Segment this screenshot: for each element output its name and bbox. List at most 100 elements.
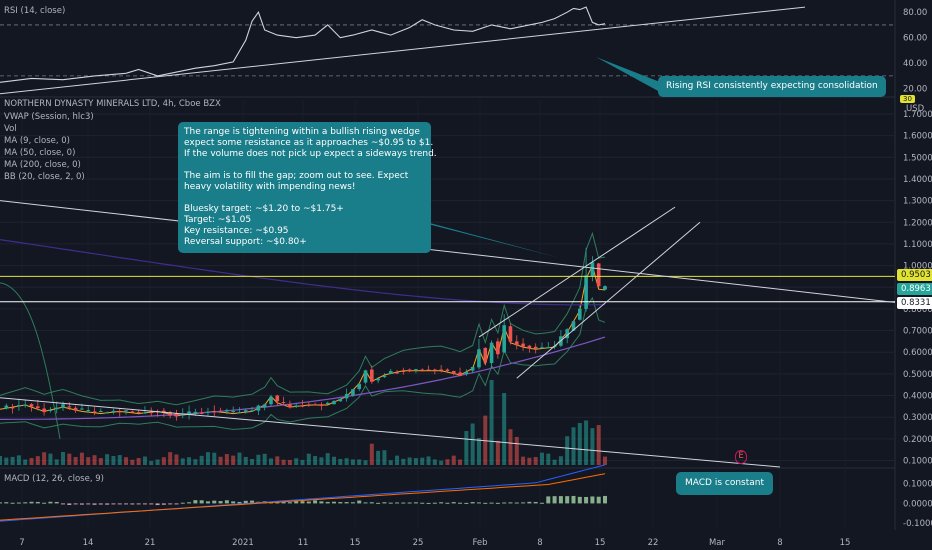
price-tick-label: 0.4000 — [903, 392, 932, 402]
volume-bar — [432, 459, 437, 465]
volume-bar — [483, 415, 488, 465]
candle-body — [180, 414, 185, 416]
macd-histogram-bar — [495, 502, 500, 504]
macd-histogram-bar — [212, 500, 217, 504]
callout-line: Reversal support: ~$0.80+ — [184, 236, 307, 247]
macd-histogram-bar — [552, 496, 557, 504]
candle-body — [483, 347, 488, 363]
callout-line — [184, 193, 425, 204]
macd-histogram-bar — [16, 502, 21, 504]
macd-histogram-bar — [590, 496, 595, 504]
volume-bar — [149, 460, 154, 465]
indicator-vol[interactable]: Vol — [4, 124, 17, 134]
indicator-bb[interactable]: BB (20, close, 2, 0) — [4, 172, 85, 182]
analysis-callout: The range is tightening within a bullish… — [178, 122, 437, 253]
volume-bar — [426, 456, 431, 465]
macd-histogram-bar — [161, 503, 166, 505]
macd-histogram-bar — [205, 501, 210, 504]
macd-histogram-bar — [29, 501, 34, 504]
volume-bar — [281, 459, 286, 465]
volume-bar — [546, 453, 551, 465]
volume-bar — [67, 453, 72, 465]
volume-bar — [584, 420, 589, 465]
symbol-title: NORTHERN DYNASTY MINERALS LTD, 4h, Cboe … — [4, 99, 221, 109]
candle-body — [92, 411, 97, 413]
candle-body — [256, 405, 261, 411]
macd-histogram-bar — [313, 500, 318, 504]
candle-body — [338, 398, 343, 402]
candle-body — [470, 366, 475, 371]
macd-histogram-bar — [527, 501, 532, 504]
rsi-note-callout: Rising RSI consistently expecting consol… — [658, 76, 886, 97]
candle-body — [540, 347, 544, 349]
macd-histogram-bar — [0, 502, 2, 504]
macd-histogram-bar — [451, 502, 456, 504]
candle-body — [325, 402, 330, 405]
candle-body — [596, 263, 601, 287]
candle-body — [351, 389, 355, 396]
volume-bar — [161, 457, 166, 465]
rsi-tick-label: 40.00 — [903, 59, 927, 69]
wedge-upper-line — [478, 206, 676, 338]
macd-histogram-bar — [67, 503, 72, 505]
candle-body — [344, 393, 349, 399]
volume-bar — [243, 456, 248, 465]
macd-histogram-bar — [124, 503, 129, 505]
indicator-vwap[interactable]: VWAP (Session, hlc3) — [4, 112, 94, 122]
candle-body — [300, 405, 305, 407]
rsi-tick-label: 80.00 — [903, 8, 927, 18]
volume-bar — [376, 450, 381, 465]
callout-line: heavy volatility with impending news! — [184, 181, 356, 192]
price-tick-label: 0.6000 — [903, 348, 932, 358]
volume-bar — [495, 440, 500, 465]
candle-body — [533, 346, 538, 349]
macd-histogram-bar — [275, 502, 280, 504]
candle-body — [243, 410, 248, 413]
candle-body — [464, 371, 469, 374]
volume-bar — [338, 458, 343, 465]
macd-histogram-bar — [92, 503, 97, 505]
candle-body — [401, 370, 406, 372]
volume-bar — [363, 460, 368, 465]
rsi-callout-pointer — [596, 57, 660, 92]
macd-histogram-bar — [4, 502, 9, 504]
volume-bar — [527, 457, 532, 465]
indicator-ma200[interactable]: MA (200, close, 0) — [4, 160, 81, 170]
candle-body — [23, 404, 28, 406]
macd-histogram-bar — [237, 501, 242, 504]
time-axis: 7 14 21 2021 11 15 25 Feb 8 15 22 Mar 8 15 — [19, 538, 850, 548]
macd-histogram-bar — [382, 502, 387, 504]
volume-bar — [205, 452, 210, 465]
rsi-level-tag: 30 — [900, 95, 915, 103]
volume-bar — [0, 455, 2, 465]
macd-histogram-bar — [117, 503, 122, 505]
volume-bar — [596, 425, 601, 465]
candle-body — [489, 342, 494, 364]
price-tick-label: 1.2000 — [903, 218, 932, 228]
callout-pointer — [400, 215, 560, 258]
callout-line: Bluesky target: ~$1.20 to ~$1.75+ — [184, 203, 344, 214]
time-tick-label: 22 — [648, 538, 659, 548]
candle-body — [162, 410, 166, 413]
volume-bar — [237, 452, 242, 465]
macd-histogram-bar — [514, 502, 519, 504]
macd-histogram-bar — [48, 501, 53, 504]
candle-body — [250, 410, 254, 412]
price-tick-label: 1.6000 — [903, 132, 932, 142]
price-tick-label: 0.5000 — [903, 370, 932, 380]
candle-body — [80, 408, 84, 410]
volume-bar — [268, 458, 273, 465]
volume-bar — [111, 455, 116, 465]
macd-histogram-bar — [231, 501, 236, 504]
candle-body — [590, 262, 595, 277]
macd-histogram-bar — [180, 502, 185, 504]
earnings-event-marker[interactable]: E — [735, 450, 747, 464]
macd-histogram-bar — [42, 502, 47, 504]
price-tick-label: 1.4000 — [903, 175, 932, 185]
callout-line: The aim is to fill the gap; zoom out to … — [184, 170, 409, 181]
macd-histogram-bar — [243, 500, 248, 504]
volume-bar — [54, 459, 59, 465]
candle-body — [319, 404, 324, 406]
indicator-ma50[interactable]: MA (50, close, 0) — [4, 148, 76, 158]
indicator-ma9[interactable]: MA (9, close, 0) — [4, 136, 70, 146]
